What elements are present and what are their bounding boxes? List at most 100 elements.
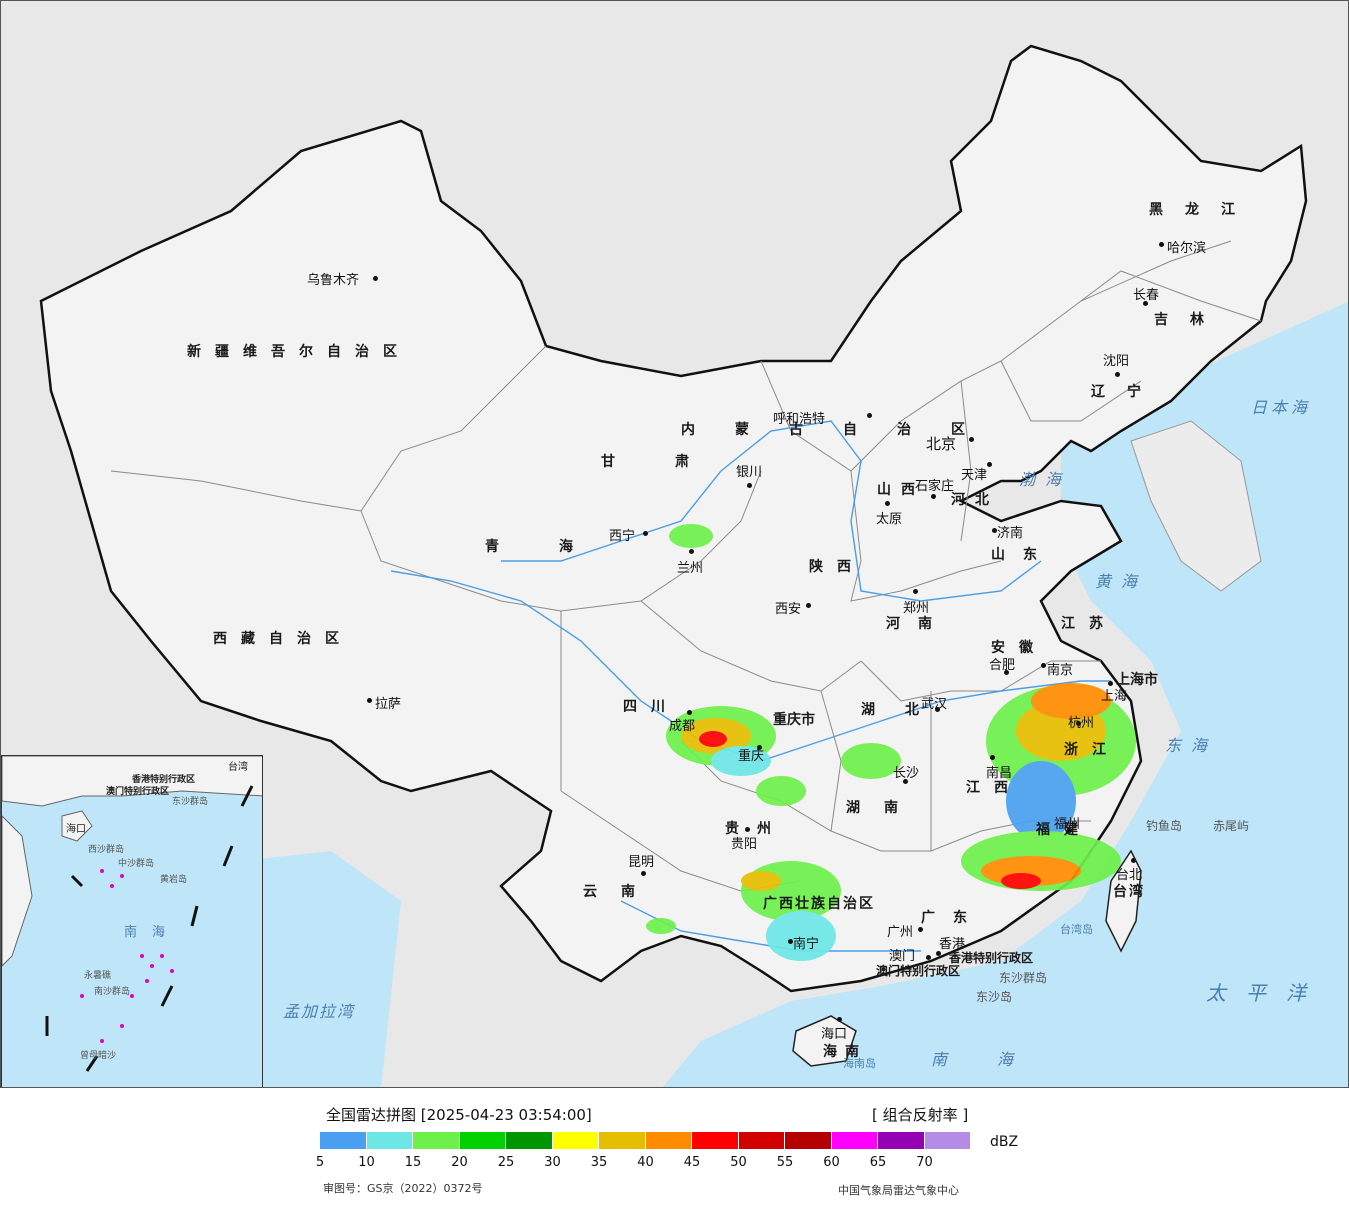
- island-dongsha-islands: 东沙群岛: [999, 971, 1048, 985]
- province-fujian: 福建: [1036, 822, 1092, 838]
- color-swatch: [366, 1132, 412, 1149]
- color-swatch: [552, 1132, 598, 1149]
- color-swatch: [878, 1132, 924, 1149]
- province-liaoning: 辽宁: [1091, 384, 1163, 400]
- scale-tick-label: 40: [637, 1155, 654, 1170]
- inset-label-zengmu: 曾母暗沙: [80, 1051, 117, 1061]
- scale-tick-label: 5: [315, 1155, 325, 1170]
- city-jinan: 济南: [997, 526, 1024, 541]
- city-shijiazhuang: 石家庄: [915, 479, 955, 494]
- city-shenyang: 沈阳: [1103, 354, 1130, 369]
- color-swatch: [320, 1132, 366, 1149]
- legend-panel: 全国雷达拼图 [2025-04-23 03:54:00] [ 组合反射率 ] d…: [0, 1088, 1349, 1208]
- radar-echoes: [646, 524, 1136, 961]
- inset-label-nansha: 南沙群岛: [94, 987, 131, 997]
- island-chiwei: 赤尾屿: [1213, 819, 1250, 833]
- sea-pacific: 太平洋: [1206, 981, 1326, 1005]
- inset-label-macau: 澳门特别行政区: [106, 787, 170, 797]
- sea-nanhai: 南海: [931, 1050, 1064, 1069]
- city-lhasa: 拉萨: [375, 697, 402, 712]
- city-changchun: 长春: [1133, 288, 1160, 303]
- legend-product: [ 组合反射率 ]: [872, 1106, 969, 1124]
- province-heilongjiang: 黑龙江: [1149, 202, 1257, 218]
- province-jilin: 吉林: [1154, 312, 1226, 328]
- approval-number: 审图号：GS京（2022）0372号: [323, 1182, 483, 1195]
- city-taiyuan: 太原: [876, 512, 903, 527]
- inset-label-hai: 海: [152, 925, 166, 940]
- city-changsha: 长沙: [893, 766, 920, 781]
- city-fuzhou: 福州: [1054, 817, 1081, 832]
- province-xinjiang: 新疆维吾尔自治区: [187, 344, 411, 360]
- scale-tick-label: 45: [683, 1155, 701, 1170]
- province-anhui: 安徽: [991, 640, 1047, 656]
- province-guangdong: 广东: [921, 910, 985, 926]
- province-hubei: 湖北: [861, 702, 949, 718]
- municipality-shanghai: 上海市: [1116, 672, 1158, 688]
- inset-label-yongshu: 永暑礁: [84, 971, 112, 981]
- island-dongsha: 东沙岛: [976, 990, 1013, 1004]
- scale-tick-label: 10: [358, 1155, 375, 1170]
- scale-tick-label: 70: [916, 1155, 933, 1170]
- island-hainan: 海南岛: [843, 1057, 876, 1070]
- south-china-sea-inset: 南 海 海口 东沙群岛 西沙群岛 中沙群岛 黄岩岛 南沙群岛 曾母暗沙 永暑礁 …: [1, 755, 263, 1087]
- map-canvas: [39, 44, 1348, 1087]
- inset-label-dongsha: 东沙群岛: [172, 797, 209, 807]
- credit-text: 中国气象局雷达气象中心: [838, 1184, 959, 1197]
- province-jiangxi: 江西: [966, 780, 1022, 796]
- province-xizang: 西藏自治区: [213, 631, 353, 647]
- city-nanjing: 南京: [1047, 663, 1074, 678]
- scale-tick-label: 65: [869, 1155, 887, 1170]
- color-swatch: [924, 1132, 970, 1149]
- scale-tick-label: 35: [590, 1155, 608, 1170]
- city-guiyang: 贵阳: [731, 837, 758, 852]
- scale-tick-label: 30: [544, 1155, 561, 1170]
- province-henan: 河南: [886, 616, 950, 632]
- scale-tick-label: 25: [497, 1155, 515, 1170]
- legend-unit: dBZ: [990, 1134, 1019, 1150]
- color-swatch: [413, 1132, 459, 1149]
- province-guangxi: 广西壮族自治区: [763, 896, 875, 912]
- inset-label-xisha: 西沙群岛: [88, 845, 125, 855]
- city-hangzhou: 杭州: [1068, 716, 1095, 731]
- province-sichuan: 四川: [623, 699, 679, 715]
- inset-label-haikou: 海口: [66, 824, 86, 835]
- city-haikou: 海口: [821, 1027, 848, 1042]
- city-harbin: 哈尔滨: [1167, 241, 1207, 256]
- city-shanghai: 上海: [1101, 689, 1128, 704]
- scale-tick-label: 55: [776, 1155, 794, 1170]
- city-taipei: 台北: [1116, 868, 1143, 883]
- color-swatch: [692, 1132, 738, 1149]
- sea-huanghai: 黄海: [1095, 572, 1148, 591]
- city-hohhot: 呼和浩特: [773, 412, 826, 427]
- radar-map: 新疆维吾尔自治区 西藏自治区 青海 甘肃 内蒙古自治区 黑龙江 吉林 辽宁 河北…: [0, 0, 1349, 1088]
- scale-tick-label: 50: [730, 1155, 747, 1170]
- city-beijing: 北京: [926, 435, 957, 453]
- color-swatch: [785, 1132, 831, 1149]
- sar-hongkong: 香港特别行政区: [949, 951, 1034, 965]
- city-yinchuan: 银川: [736, 465, 763, 480]
- color-swatch: [459, 1132, 505, 1149]
- province-jiangsu: 江苏: [1061, 616, 1117, 632]
- sea-bengal: 孟加拉湾: [283, 1002, 356, 1021]
- color-swatch: [645, 1132, 691, 1149]
- sar-macau: 澳门特别行政区: [876, 964, 961, 978]
- city-tianjin: 天津: [961, 468, 988, 483]
- city-wuhan: 武汉: [921, 697, 948, 712]
- city-chengdu: 成都: [669, 719, 696, 734]
- province-shanxi: 山西: [877, 482, 925, 498]
- province-zhejiang: 浙江: [1064, 742, 1120, 758]
- province-yunnan: 云南: [583, 884, 659, 900]
- province-gansu: 甘肃: [601, 454, 749, 470]
- scale-tick-label: 15: [404, 1155, 422, 1170]
- province-hainan: 海南: [823, 1044, 867, 1060]
- legend-title: 全国雷达拼图 [2025-04-23 03:54:00]: [326, 1106, 592, 1124]
- color-swatch: [506, 1132, 552, 1149]
- province-qinghai: 青海: [485, 539, 633, 555]
- city-nanning: 南宁: [793, 937, 820, 952]
- island-taiwan: 台湾岛: [1060, 923, 1093, 936]
- city-guangzhou: 广州: [887, 925, 914, 940]
- inset-label-nan: 南: [124, 925, 138, 940]
- city-zhengzhou: 郑州: [903, 601, 930, 616]
- city-urumqi: 乌鲁木齐: [307, 273, 360, 288]
- province-shaanxi: 陕西: [809, 559, 865, 575]
